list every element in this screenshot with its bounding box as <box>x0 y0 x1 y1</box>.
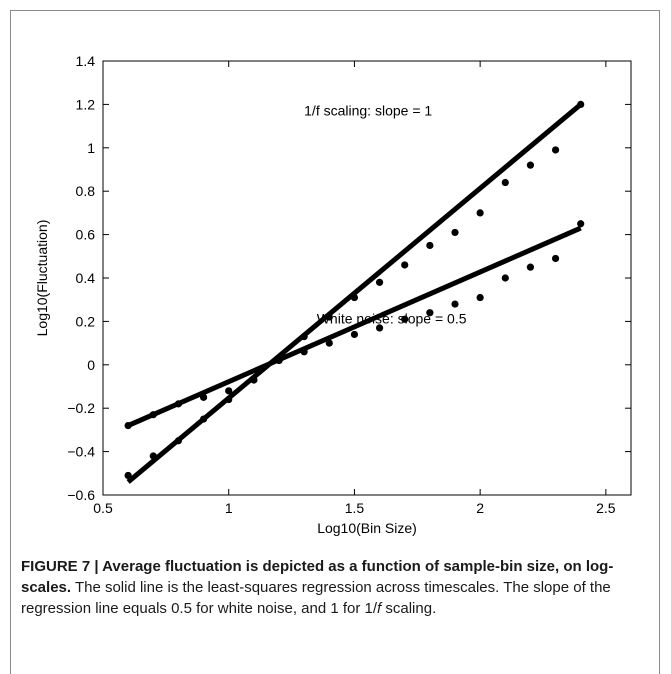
data-point-series-1 <box>526 263 535 271</box>
data-point-series-1 <box>275 356 283 365</box>
data-point-series-0 <box>451 228 459 237</box>
x-tick-label: 1 <box>225 500 233 516</box>
x-tick-label: 1.5 <box>345 500 365 516</box>
series-label: 1/f scaling: slope = 1 <box>304 102 432 118</box>
y-tick-label: 1 <box>87 140 95 156</box>
y-tick-label: 1.2 <box>76 96 96 112</box>
data-point-series-1 <box>124 421 132 430</box>
data-point-series-0 <box>401 261 409 269</box>
data-point-series-0 <box>526 161 535 169</box>
data-point-series-1 <box>375 324 384 332</box>
y-axis-ticks: −0.6 −0.4 −0.2 0 0.2 0.4 0.6 0.8 1 1.2 1.4 <box>67 53 631 503</box>
data-point-series-1 <box>401 315 409 323</box>
caption-text: The solid line is the least-squares regr… <box>21 579 611 617</box>
data-point-series-0 <box>199 415 208 423</box>
data-point-series-0 <box>577 100 585 108</box>
data-point-series-0 <box>225 395 233 404</box>
data-point-series-0 <box>325 313 333 321</box>
x-tick-label: 2.5 <box>596 500 616 516</box>
y-tick-label: 1.4 <box>76 53 96 69</box>
figure-caption: FIGURE 7 | Average fluctuation is depict… <box>21 556 661 619</box>
y-tick-label: 0.8 <box>76 183 96 199</box>
data-points <box>124 100 585 480</box>
data-point-series-0 <box>149 452 157 460</box>
data-point-series-1 <box>551 254 560 263</box>
data-point-series-0 <box>375 278 384 286</box>
data-point-series-1 <box>426 309 434 317</box>
regression-line-series-1 <box>127 225 582 428</box>
data-point-series-0 <box>174 437 183 445</box>
data-point-series-1 <box>350 330 359 339</box>
y-tick-label: −0.4 <box>67 444 95 460</box>
caption-title: FIGURE 7 | Average fluctuation is depict… <box>21 558 614 596</box>
data-point-series-1 <box>149 411 157 419</box>
data-point-series-0 <box>426 241 434 250</box>
caption-italic-f: f <box>377 600 382 617</box>
y-tick-label: −0.2 <box>67 400 95 416</box>
series-label: White noise: slope = 0.5 <box>317 311 467 327</box>
data-point-series-1 <box>300 348 308 356</box>
y-tick-label: 0 <box>87 357 95 373</box>
data-point-series-1 <box>476 293 484 302</box>
data-point-series-1 <box>325 339 333 347</box>
data-point-series-0 <box>501 178 509 187</box>
y-axis-label: Log10(Fluctuation) <box>34 220 50 337</box>
figure-frame: 0.5 1 1.5 2 2.5 −0.6 −0.4 −0.2 0 0.2 0.4 0.6 0.8 1 1.… <box>10 10 660 674</box>
y-tick-label: 0.6 <box>76 227 96 243</box>
data-point-series-1 <box>577 220 585 228</box>
y-tick-label: −0.6 <box>67 487 95 503</box>
data-point-series-1 <box>451 300 459 308</box>
data-point-series-1 <box>174 400 183 408</box>
x-tick-label: 2 <box>476 500 484 516</box>
series-labels: 1/f scaling: slope = 1 White noise: slope… <box>304 102 467 326</box>
chart: 0.5 1 1.5 2 2.5 −0.6 −0.4 −0.2 0 0.2 0.4 0.6 0.8 1 1.… <box>34 53 632 536</box>
y-tick-label: 0.2 <box>76 313 96 329</box>
x-tick-label: 0.5 <box>93 500 113 516</box>
y-tick-label: 0.4 <box>76 270 96 286</box>
data-point-series-0 <box>124 471 132 480</box>
caption-text-end: scaling. <box>381 600 437 617</box>
data-point-series-0 <box>350 293 359 302</box>
x-axis-label: Log10(Bin Size) <box>317 520 417 536</box>
data-point-series-0 <box>551 146 560 154</box>
data-point-series-1 <box>501 274 509 282</box>
data-point-series-0 <box>476 209 484 217</box>
data-point-series-0 <box>300 332 308 341</box>
data-point-series-1 <box>225 387 233 395</box>
x-axis-ticks: 0.5 1 1.5 2 2.5 <box>93 61 616 516</box>
data-point-series-1 <box>250 376 258 384</box>
data-point-series-1 <box>199 393 208 401</box>
